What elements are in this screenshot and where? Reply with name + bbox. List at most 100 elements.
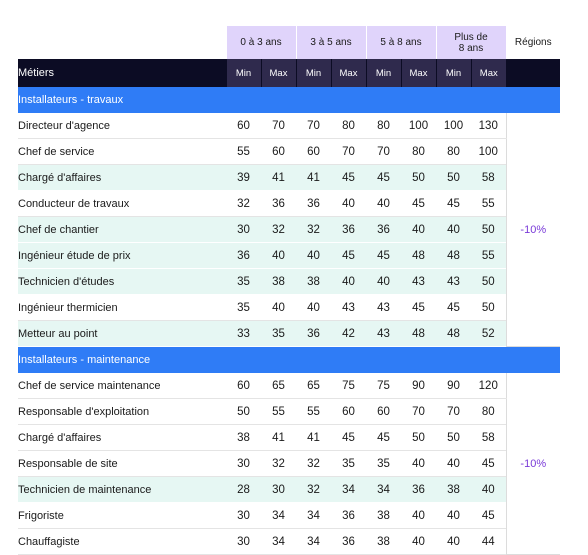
max-salary-cell: 45	[401, 190, 436, 217]
max-salary-cell: 100	[401, 113, 436, 139]
max-salary-cell: 41	[261, 424, 296, 451]
job-title-cell: Chargé d'affaires	[18, 164, 226, 191]
max-salary-cell: 34	[331, 476, 366, 503]
min-salary-cell: 60	[226, 373, 261, 399]
job-title-cell: Chauffagiste	[18, 528, 226, 555]
max-salary-cell: 120	[471, 373, 507, 399]
min-salary-cell: 40	[366, 190, 401, 217]
group-header-3-5: 3 à 5 ans	[295, 26, 366, 59]
table-row: Chef de service 55 60 60 70 70 80 80 100	[18, 138, 560, 165]
table-row: Ingénieur thermicien 35 40 40 43 43 45 45 50	[18, 294, 560, 321]
job-title-cell: Responsable de site	[18, 450, 226, 477]
min-salary-cell: 43	[436, 268, 471, 295]
job-title-cell: Responsable d'exploitation	[18, 398, 226, 425]
max-salary-cell: 50	[401, 164, 436, 191]
max-header: Max	[330, 59, 366, 87]
section-header-row: Installateurs - maintenance	[18, 346, 561, 373]
min-salary-cell: 80	[366, 113, 401, 139]
max-salary-cell: 60	[331, 398, 366, 425]
job-title-cell: Chef de chantier	[18, 216, 226, 243]
job-title-cell: Conducteur de travaux	[18, 190, 226, 217]
min-header: Min	[295, 59, 331, 87]
min-salary-cell: 100	[436, 113, 471, 139]
min-salary-cell: 70	[296, 113, 331, 139]
group-header-0-3: 0 à 3 ans	[225, 26, 296, 59]
max-salary-cell: 70	[331, 138, 366, 165]
job-title-cell: Chargé d'affaires	[18, 424, 226, 451]
max-salary-cell: 55	[471, 190, 507, 217]
max-salary-cell: 52	[471, 320, 507, 347]
metiers-header: Métiers	[18, 59, 226, 87]
min-salary-cell: 38	[366, 528, 401, 555]
max-salary-cell: 60	[261, 138, 296, 165]
group-header-8-plus: Plus de 8 ans	[435, 26, 507, 59]
min-salary-cell: 32	[226, 190, 261, 217]
min-salary-cell: 36	[366, 216, 401, 243]
min-salary-cell: 34	[296, 502, 331, 529]
max-salary-cell: 35	[261, 320, 296, 347]
max-salary-cell: 43	[401, 268, 436, 295]
job-title-cell: Technicien d'études	[18, 268, 226, 295]
min-salary-cell: 45	[436, 190, 471, 217]
min-header: Min	[435, 59, 471, 87]
min-salary-cell: 30	[226, 528, 261, 555]
max-salary-cell: 90	[401, 373, 436, 399]
job-title-cell: Frigoriste	[18, 502, 226, 529]
min-salary-cell: 38	[296, 268, 331, 295]
min-salary-cell: 30	[226, 216, 261, 243]
max-salary-cell: 80	[331, 113, 366, 139]
min-salary-cell: 38	[436, 476, 471, 503]
min-salary-cell: 34	[296, 528, 331, 555]
max-salary-cell: 36	[331, 216, 366, 243]
max-salary-cell: 50	[471, 294, 507, 321]
max-salary-cell: 35	[331, 450, 366, 477]
min-salary-cell: 40	[366, 268, 401, 295]
region-adjustment-cell: -10%	[505, 113, 561, 347]
regions-header: Régions	[505, 26, 561, 59]
max-salary-cell: 45	[471, 502, 507, 529]
job-title-cell: Chef de service maintenance	[18, 373, 226, 399]
min-salary-cell: 70	[366, 138, 401, 165]
table-row: Chargé d'affaires 39 41 41 45 45 50 50 58	[18, 164, 560, 191]
job-title-cell: Metteur au point	[18, 320, 226, 347]
min-salary-cell: 90	[436, 373, 471, 399]
max-salary-cell: 34	[261, 528, 296, 555]
min-salary-cell: 35	[366, 450, 401, 477]
min-salary-cell: 36	[226, 242, 261, 269]
max-salary-cell: 80	[401, 138, 436, 165]
max-header: Max	[260, 59, 296, 87]
table-row: Responsable de site 30 32 32 35 35 40 40 45	[18, 450, 560, 477]
max-salary-cell: 50	[471, 216, 507, 243]
table-row: Ingénieur étude de prix 36 40 40 45 45 48 48 55	[18, 242, 560, 269]
max-salary-cell: 130	[471, 113, 507, 139]
max-salary-cell: 36	[331, 528, 366, 555]
max-salary-cell: 58	[471, 164, 507, 191]
min-salary-cell: 55	[226, 138, 261, 165]
min-salary-cell: 32	[296, 216, 331, 243]
min-salary-cell: 36	[296, 320, 331, 347]
min-salary-cell: 50	[436, 164, 471, 191]
max-salary-cell: 40	[401, 528, 436, 555]
min-salary-cell: 80	[436, 138, 471, 165]
table-row: Conducteur de travaux 32 36 36 40 40 45 45 55	[18, 190, 560, 217]
min-salary-cell: 45	[366, 424, 401, 451]
group-header-5-8: 5 à 8 ans	[365, 26, 436, 59]
table-row: Frigoriste 30 34 34 36 38 40 40 45	[18, 502, 560, 529]
max-salary-cell: 70	[401, 398, 436, 425]
job-title-cell: Ingénieur thermicien	[18, 294, 226, 321]
min-salary-cell: 41	[296, 164, 331, 191]
min-salary-cell: 28	[226, 476, 261, 503]
table-row: Chef de service maintenance 60 65 65 75 75 90 9…	[18, 373, 561, 555]
max-salary-cell: 34	[261, 502, 296, 529]
min-salary-cell: 65	[296, 373, 331, 399]
max-salary-cell: 41	[261, 164, 296, 191]
max-salary-cell: 58	[471, 424, 507, 451]
min-salary-cell: 35	[226, 268, 261, 295]
min-salary-cell: 50	[436, 424, 471, 451]
min-salary-cell: 50	[226, 398, 261, 425]
min-salary-cell: 60	[226, 113, 261, 139]
min-salary-cell: 39	[226, 164, 261, 191]
max-salary-cell: 36	[401, 476, 436, 503]
min-header: Min	[365, 59, 401, 87]
min-salary-cell: 40	[296, 294, 331, 321]
